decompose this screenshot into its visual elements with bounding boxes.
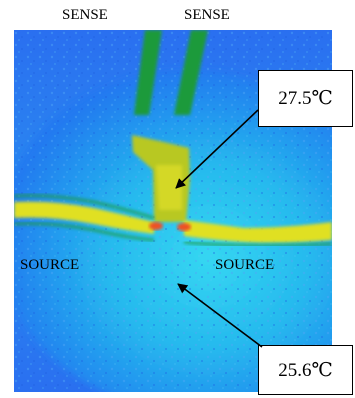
source-trace-left <box>14 201 154 234</box>
sense-label-left: SENSE <box>62 7 108 23</box>
source-label-right: SOURCE <box>215 257 275 273</box>
temperature-callout-upper: 27.5℃ <box>258 70 353 127</box>
source-trace-right <box>184 220 332 243</box>
sense-trace-right <box>174 30 208 115</box>
sense-label-right: SENSE <box>184 7 230 23</box>
hot-spot <box>149 222 163 230</box>
sense-trace-left <box>134 30 162 115</box>
temperature-callout-lower: 25.6℃ <box>258 345 353 395</box>
source-label-left: SOURCE <box>20 257 80 273</box>
